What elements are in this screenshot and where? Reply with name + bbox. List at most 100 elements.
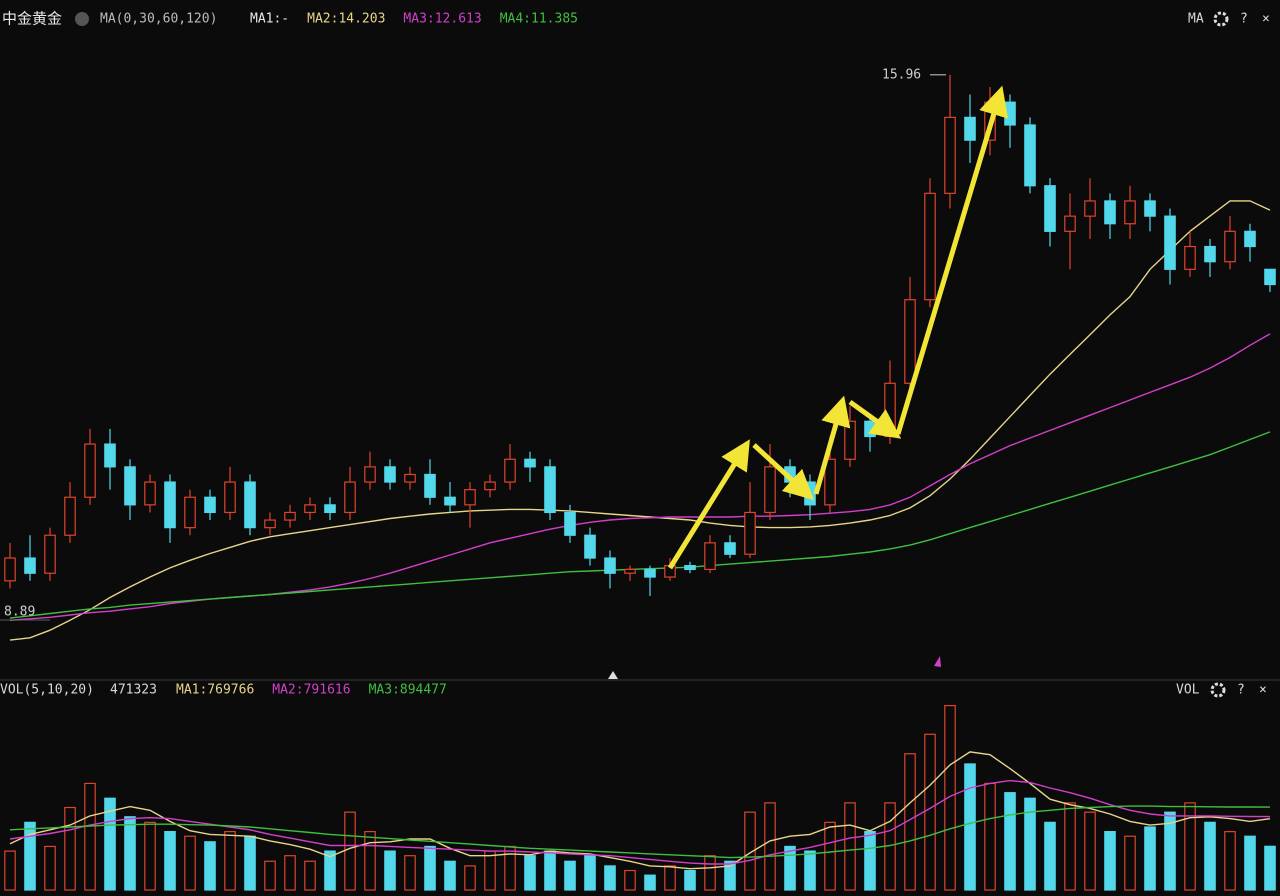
- volume-bar: [144, 821, 156, 891]
- close-icon[interactable]: ×: [1262, 12, 1270, 27]
- volume-bar: [684, 869, 696, 891]
- event-marker: [934, 656, 941, 667]
- candle-body: [824, 458, 836, 506]
- candle-body: [564, 511, 576, 536]
- candle-body: [624, 568, 636, 574]
- volume-bar: [24, 821, 36, 891]
- volume-bar: [1244, 835, 1256, 891]
- volume-bar: [184, 835, 196, 891]
- volume-bar: [544, 850, 556, 891]
- candle-body: [944, 116, 956, 194]
- volume-bar: [944, 704, 956, 891]
- candle-body: [164, 481, 176, 529]
- legend-entry: MA3:894477: [369, 683, 447, 698]
- volume-bar: [304, 860, 316, 891]
- candle-body: [104, 443, 116, 468]
- candle-body: [704, 542, 716, 571]
- candle-body: [404, 473, 416, 483]
- volume-bar: [324, 850, 336, 891]
- candle-body: [4, 557, 16, 582]
- candle-body: [644, 568, 656, 578]
- candle-body: [1244, 230, 1256, 248]
- volume-bar: [744, 811, 756, 891]
- volume-bar: [464, 865, 476, 891]
- candle-body: [284, 511, 296, 521]
- candle-body: [124, 466, 136, 506]
- stock-name: 中金黄金: [2, 10, 62, 28]
- high-marker-label: 15.96: [882, 67, 921, 82]
- candle-body: [344, 481, 356, 514]
- ma-line: [9, 431, 1271, 619]
- volume-bar: [1024, 797, 1036, 891]
- scroll-marker[interactable]: [608, 671, 618, 679]
- volume-bar: [264, 860, 276, 891]
- volume-bar: [204, 841, 216, 891]
- volume-bar: [644, 874, 656, 891]
- candle-body: [144, 481, 156, 506]
- volume-bar: [1084, 811, 1096, 891]
- candle-body: [264, 519, 276, 529]
- volume-bar: [524, 855, 536, 891]
- candle-body: [64, 496, 76, 536]
- settings-icon[interactable]: [1210, 682, 1226, 698]
- help-icon[interactable]: ?: [1240, 12, 1248, 27]
- volume-bar: [584, 855, 596, 891]
- trend-arrow: [752, 443, 815, 501]
- close-icon[interactable]: ×: [1259, 683, 1267, 698]
- last-volume: 471323: [110, 683, 157, 698]
- candle-body: [384, 466, 396, 483]
- candle-body: [184, 496, 196, 529]
- volume-bar: [624, 869, 636, 891]
- volume-bar: [864, 831, 876, 891]
- legend-entry: MA3:12.613: [403, 12, 481, 27]
- candle-body: [684, 565, 696, 571]
- ma-line: [9, 751, 1271, 870]
- volume-bar: [1124, 835, 1136, 891]
- candle-body: [24, 557, 36, 574]
- low-marker-label: 8.89: [4, 604, 35, 619]
- legend-entry: MA2:791616: [272, 683, 350, 698]
- volume-bar: [844, 802, 856, 891]
- dropdown-icon[interactable]: [75, 12, 89, 26]
- candle-body: [1184, 245, 1196, 270]
- volume-bar: [604, 865, 616, 891]
- candle-body: [1124, 200, 1136, 225]
- legend-entry: MA1:769766: [176, 683, 254, 698]
- settings-icon[interactable]: [1213, 11, 1229, 27]
- volume-bar: [164, 831, 176, 891]
- toolbar-label[interactable]: VOL: [1176, 683, 1200, 698]
- volume-bar: [724, 860, 736, 891]
- volume-bar: [504, 845, 516, 891]
- candle-body: [424, 473, 436, 498]
- volume-bar: [4, 850, 16, 891]
- candle-body: [804, 481, 816, 506]
- candle-body: [1064, 215, 1076, 232]
- volume-bar: [564, 860, 576, 891]
- help-icon[interactable]: ?: [1237, 683, 1245, 698]
- candle-body: [1044, 185, 1056, 232]
- candle-body: [84, 443, 96, 498]
- candle-body: [484, 481, 496, 491]
- volume-bar: [984, 782, 996, 891]
- trend-arrow: [667, 439, 750, 570]
- indicator-label: VOL(5,10,20): [0, 683, 94, 698]
- candle-body: [1084, 200, 1096, 217]
- candle-body: [1004, 101, 1016, 126]
- volume-bar: [664, 865, 676, 891]
- volume-bar: [1064, 802, 1076, 891]
- volume-bar: [364, 831, 376, 891]
- volume-bar: [244, 835, 256, 891]
- volume-bar: [344, 811, 356, 891]
- candle-body: [244, 481, 256, 529]
- toolbar-label[interactable]: MA: [1188, 12, 1204, 27]
- candle-body: [1144, 200, 1156, 217]
- candle-body: [1224, 230, 1236, 263]
- volume-bar: [964, 763, 976, 891]
- candle-body: [964, 116, 976, 141]
- ma-line: [9, 200, 1271, 641]
- indicator-label: MA(0,30,60,120): [100, 12, 217, 27]
- volume-bar: [64, 806, 76, 891]
- candle-body: [1104, 200, 1116, 225]
